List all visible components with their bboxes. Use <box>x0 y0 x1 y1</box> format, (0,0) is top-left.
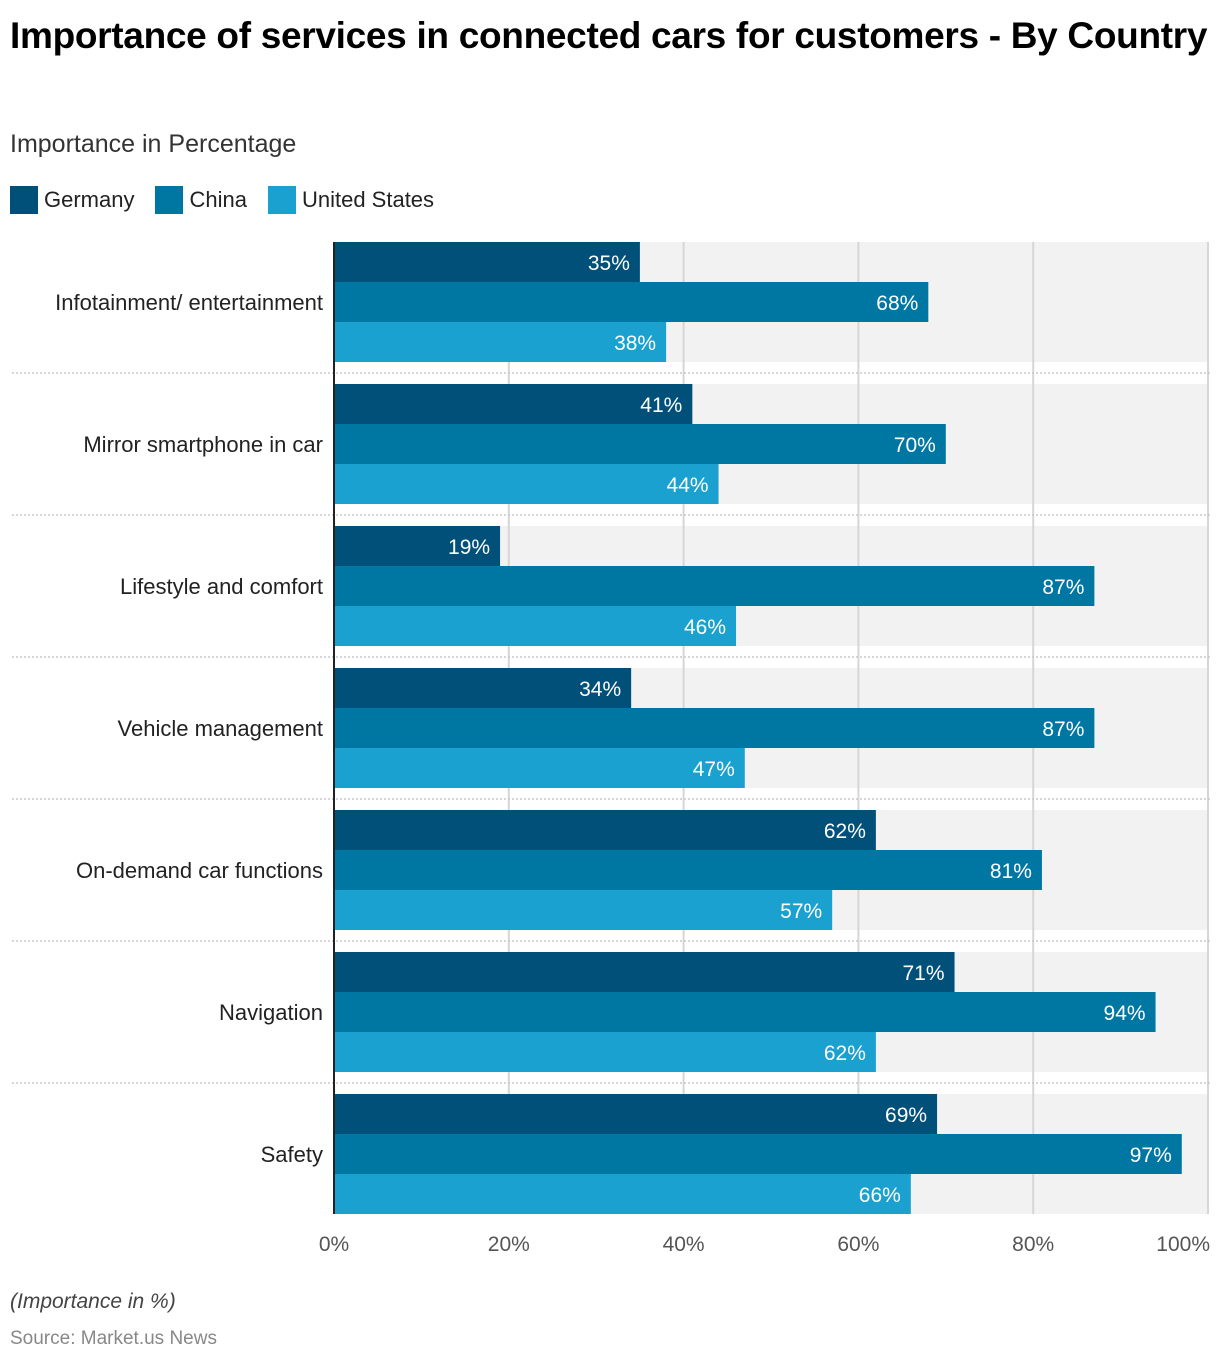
legend-swatch-united-states <box>267 186 296 214</box>
data-label: 57% <box>780 900 822 923</box>
bar-china <box>334 1134 1182 1174</box>
legend-item-germany: Germany <box>10 186 134 214</box>
legend-swatch-china <box>155 186 184 214</box>
bar-united-states <box>334 464 719 504</box>
bar-germany <box>334 668 632 708</box>
x-tick-label: 20% <box>488 1233 530 1256</box>
data-label: 47% <box>693 758 735 781</box>
bar-china <box>334 566 1095 606</box>
data-label: 94% <box>1104 1002 1146 1025</box>
category-label: On-demand car functions <box>76 858 323 883</box>
data-label: 35% <box>588 252 630 275</box>
data-label: 62% <box>824 1042 866 1065</box>
legend-label-germany: Germany <box>44 187 135 212</box>
chart-subtitle: Importance in Percentage <box>10 130 297 158</box>
bar-germany <box>334 810 876 850</box>
legend: Germany China United States <box>10 186 455 214</box>
x-tick-label: 60% <box>837 1233 879 1256</box>
category-label: Safety <box>261 1142 323 1167</box>
bar-germany <box>334 242 640 282</box>
category-label: Navigation <box>219 1000 323 1025</box>
bar-united-states <box>334 1174 911 1214</box>
bar-united-states <box>334 890 833 930</box>
data-label: 97% <box>1130 1144 1172 1167</box>
bar-united-states <box>334 322 667 362</box>
data-label: 66% <box>859 1184 901 1207</box>
bar-germany <box>334 526 501 566</box>
bar-germany <box>334 952 955 992</box>
x-tick-label: 80% <box>1012 1233 1054 1256</box>
data-label: 44% <box>667 474 709 497</box>
category-label: Vehicle management <box>118 716 323 741</box>
x-tick-label: 0% <box>319 1233 349 1256</box>
data-label: 70% <box>894 434 936 457</box>
data-label: 81% <box>990 860 1032 883</box>
data-label: 62% <box>824 820 866 843</box>
data-label: 87% <box>1042 718 1084 741</box>
legend-item-china: China <box>155 186 247 214</box>
legend-item-united-states: United States <box>267 186 435 214</box>
data-label: 69% <box>885 1104 927 1127</box>
source-note: Source: Market.us News <box>10 1328 217 1349</box>
bar-germany <box>334 384 693 424</box>
bar-united-states <box>334 1032 876 1072</box>
data-label: 68% <box>876 292 918 315</box>
category-label: Mirror smartphone in car <box>83 432 323 457</box>
footnote: (Importance in %) <box>10 1290 176 1313</box>
data-label: 41% <box>640 394 682 417</box>
bar-china <box>334 424 946 464</box>
bar-chart: 35% 68% 38% Infotainment/ entertainment 41% 7… <box>12 242 1210 1256</box>
bar-china <box>334 708 1095 748</box>
data-label: 19% <box>448 536 490 559</box>
data-label: 87% <box>1042 576 1084 599</box>
bar-germany <box>334 1094 938 1134</box>
bar-united-states <box>334 748 745 788</box>
legend-label-united-states: United States <box>301 187 435 212</box>
x-tick-label: 40% <box>663 1233 705 1256</box>
legend-swatch-germany <box>10 186 38 214</box>
chart-title: Importance of services in connected cars… <box>10 15 1208 56</box>
data-label: 71% <box>903 962 945 985</box>
legend-label-china: China <box>189 187 247 212</box>
data-label: 34% <box>579 678 621 701</box>
category-label: Infotainment/ entertainment <box>55 290 323 315</box>
category-label: Lifestyle and comfort <box>120 574 323 599</box>
data-label: 38% <box>614 332 656 355</box>
bar-china <box>334 850 1042 890</box>
bar-china <box>334 282 929 322</box>
x-tick-label: 100% <box>1156 1233 1210 1256</box>
data-label: 46% <box>684 616 726 639</box>
bar-china <box>334 992 1156 1032</box>
bar-united-states <box>334 606 737 646</box>
